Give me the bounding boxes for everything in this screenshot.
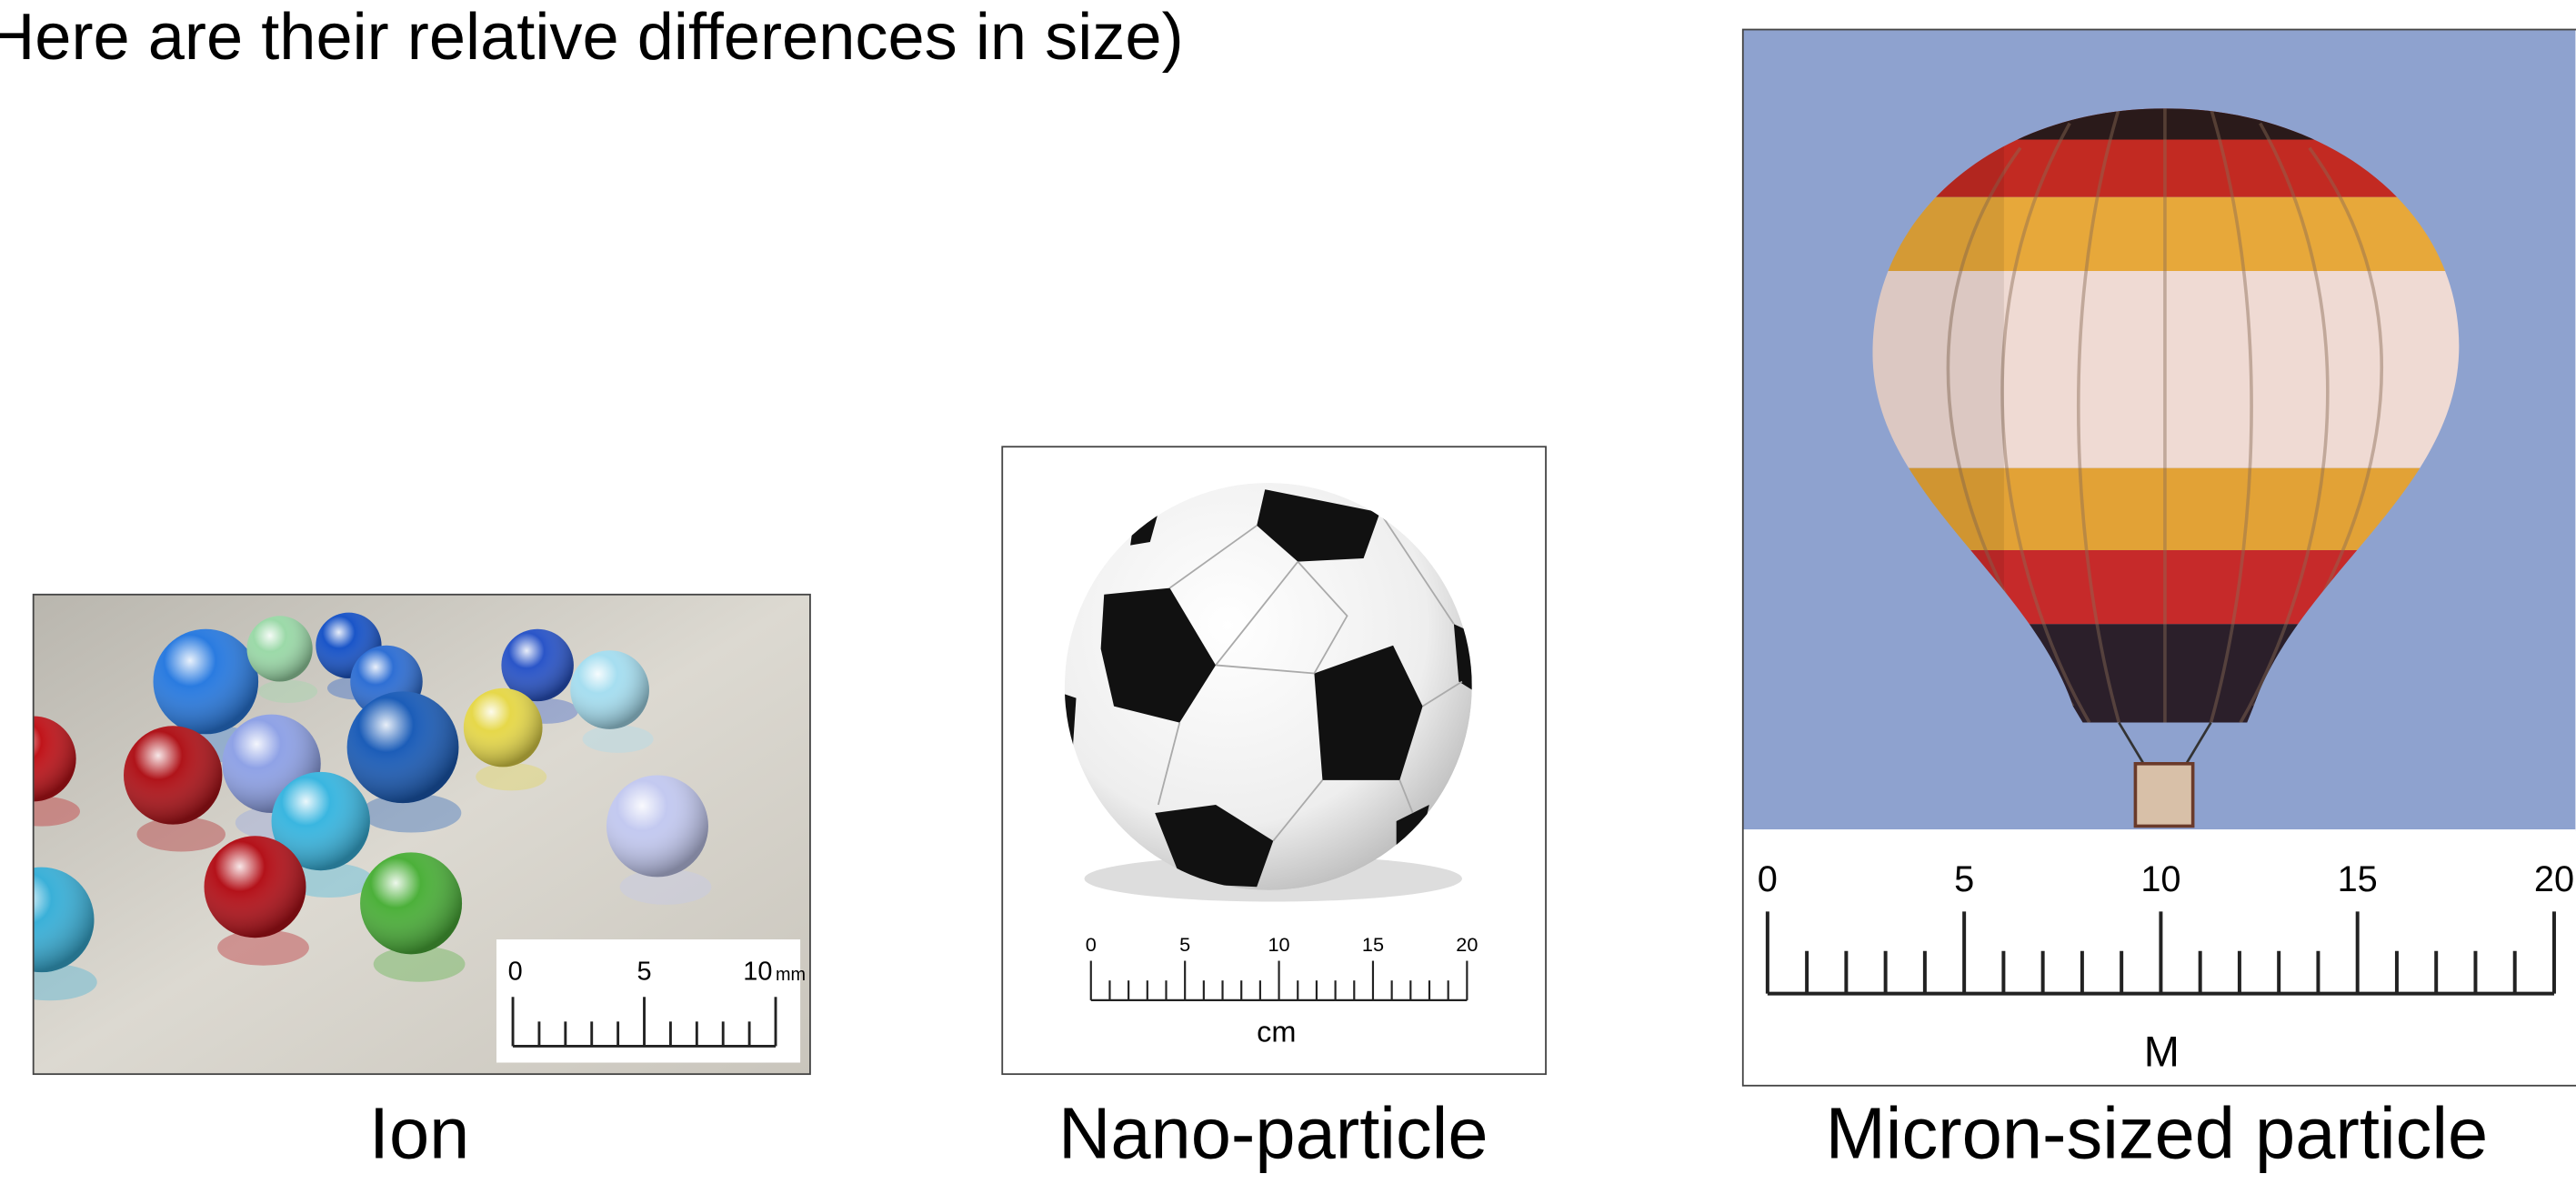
ruler-unit: M — [2144, 1027, 2180, 1075]
ruler-label: 0 — [508, 957, 523, 986]
panel-caption: Micron-sized particle — [1826, 1092, 2489, 1173]
ruler-label: 15 — [1362, 933, 1384, 956]
ruler-unit: mm — [776, 965, 806, 985]
ruler-label: 20 — [2534, 859, 2574, 899]
marbles-photo — [33, 594, 810, 1075]
panel-caption: Ion — [369, 1092, 469, 1173]
marble-reflection — [373, 946, 466, 982]
ruler-label: 10 — [2140, 859, 2180, 899]
marble-reflection — [33, 796, 80, 827]
marble-shine — [271, 771, 370, 871]
ruler-label: 0 — [1086, 933, 1097, 956]
marble-shine — [501, 628, 574, 702]
ball-seams — [1157, 511, 1463, 842]
marble-reflection — [582, 725, 654, 753]
ruler-label: 10 — [743, 957, 772, 986]
marble-reflection — [285, 863, 374, 898]
marble-reflection — [619, 868, 712, 905]
marble-shine — [463, 687, 543, 768]
panel-caption: Nano-particle — [1058, 1092, 1488, 1173]
marble-shine — [33, 716, 76, 802]
marble-reflection — [33, 963, 97, 1001]
ruler-label: 0 — [1758, 859, 1778, 899]
ruler-label: 5 — [1954, 859, 1974, 899]
marble-shine — [360, 852, 463, 955]
marble-shine — [204, 836, 306, 938]
balloon-ropes — [2118, 721, 2212, 765]
slide-title: Here are their relative differences in s… — [0, 1, 1184, 74]
marble-shine — [153, 628, 259, 735]
marble-shine — [346, 691, 459, 804]
balloon-basket — [2133, 762, 2195, 828]
marble-shine — [606, 775, 708, 878]
marble-reflection — [217, 929, 309, 966]
marble-reflection — [360, 793, 462, 833]
marble-reflection — [136, 817, 226, 852]
ruler-label: 15 — [2338, 859, 2378, 899]
balloon-frame — [1741, 28, 2576, 1087]
ruler-label: 5 — [1179, 933, 1190, 956]
photo-frame — [32, 593, 811, 1076]
ball-body — [1064, 482, 1472, 890]
marble-shine — [570, 650, 649, 729]
marbles — [33, 612, 712, 1001]
ruler-label: 5 — [636, 957, 651, 986]
marble-shine — [33, 867, 95, 973]
marble-shine — [124, 726, 223, 825]
marble-reflection — [476, 763, 547, 791]
ruler-label: 10 — [1268, 933, 1290, 956]
ruler-unit: cm — [1257, 1016, 1296, 1049]
marble-shine — [246, 616, 313, 682]
ruler-label: 20 — [1456, 933, 1478, 956]
marble-reflection — [258, 679, 318, 703]
